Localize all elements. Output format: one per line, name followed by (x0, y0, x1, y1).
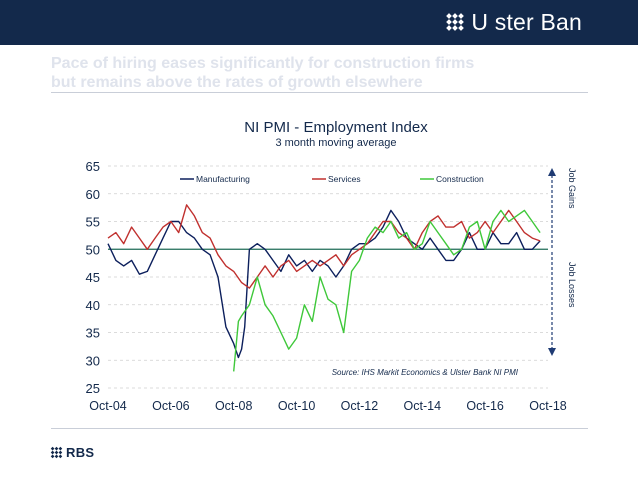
x-tick-label: Oct-18 (529, 399, 567, 413)
arrow-up-icon (548, 168, 556, 176)
y-tick-label: 50 (86, 242, 100, 257)
y-tick-label: 55 (86, 215, 100, 230)
footer-brand: RBS (66, 445, 95, 460)
arrow-down-icon (548, 348, 556, 356)
x-tick-label: Oct-12 (341, 399, 379, 413)
chart-subtitle: 3 month moving average (275, 137, 396, 149)
y-tick-label: 60 (86, 187, 100, 202)
job-losses-label: Job Losses (567, 262, 577, 308)
y-tick-label: 25 (86, 381, 100, 396)
headline-line-2: but remains above the rates of growth el… (51, 74, 423, 91)
saltire-logo-icon (446, 13, 465, 31)
legend-label-construction: Construction (436, 174, 484, 184)
rbs-saltire-icon (50, 446, 63, 459)
y-tick-label: 65 (86, 159, 100, 174)
job-gains-label: Job Gains (567, 168, 577, 209)
headline-divider (51, 92, 588, 93)
brand-logo[interactable]: U ster Ban (445, 7, 582, 37)
x-tick-label: Oct-16 (466, 399, 504, 413)
x-tick-label: Oct-04 (89, 399, 127, 413)
y-tick-label: 40 (86, 298, 100, 313)
chart-legend: Manufacturing Services Construction (180, 174, 484, 184)
chart-gridlines (108, 165, 548, 389)
brand-name: U ster Ban (471, 8, 582, 35)
y-tick-label: 30 (86, 353, 100, 368)
headline: Pace of hiring eases significantly for c… (51, 54, 621, 92)
chart-title: NI PMI - Employment Index (244, 119, 428, 136)
footer-divider (51, 428, 588, 429)
y-tick-label: 35 (86, 326, 100, 341)
y-tick-label: 45 (86, 270, 100, 285)
chart-axes: 25 30 35 40 45 50 55 60 65 Oct-04 Oct-06 Oct-08 Oct-… (86, 159, 567, 413)
job-direction-arrows: Job Gains Job Losses (548, 168, 577, 356)
x-tick-label: Oct-08 (215, 399, 253, 413)
headline-line-1: Pace of hiring eases significantly for c… (51, 55, 475, 72)
chart-source: Source: IHS Markit Economics & Ulster Ba… (332, 368, 519, 377)
legend-label-services: Services (328, 174, 361, 184)
x-tick-label: Oct-06 (152, 399, 190, 413)
header-banner: U ster Ban (0, 0, 638, 45)
employment-index-chart: 25 30 35 40 45 50 55 60 65 Oct-04 Oct-06 Oct-08 Oct-… (86, 119, 577, 413)
legend-label-manufacturing: Manufacturing (196, 174, 250, 184)
chart-series (107, 204, 541, 372)
footer-logo[interactable]: RBS (50, 445, 94, 460)
x-tick-label: Oct-10 (278, 399, 316, 413)
series-line-services (107, 204, 541, 289)
series-line-construction (233, 209, 541, 372)
series-line-manufacturing (107, 209, 541, 359)
x-tick-label: Oct-14 (404, 399, 442, 413)
